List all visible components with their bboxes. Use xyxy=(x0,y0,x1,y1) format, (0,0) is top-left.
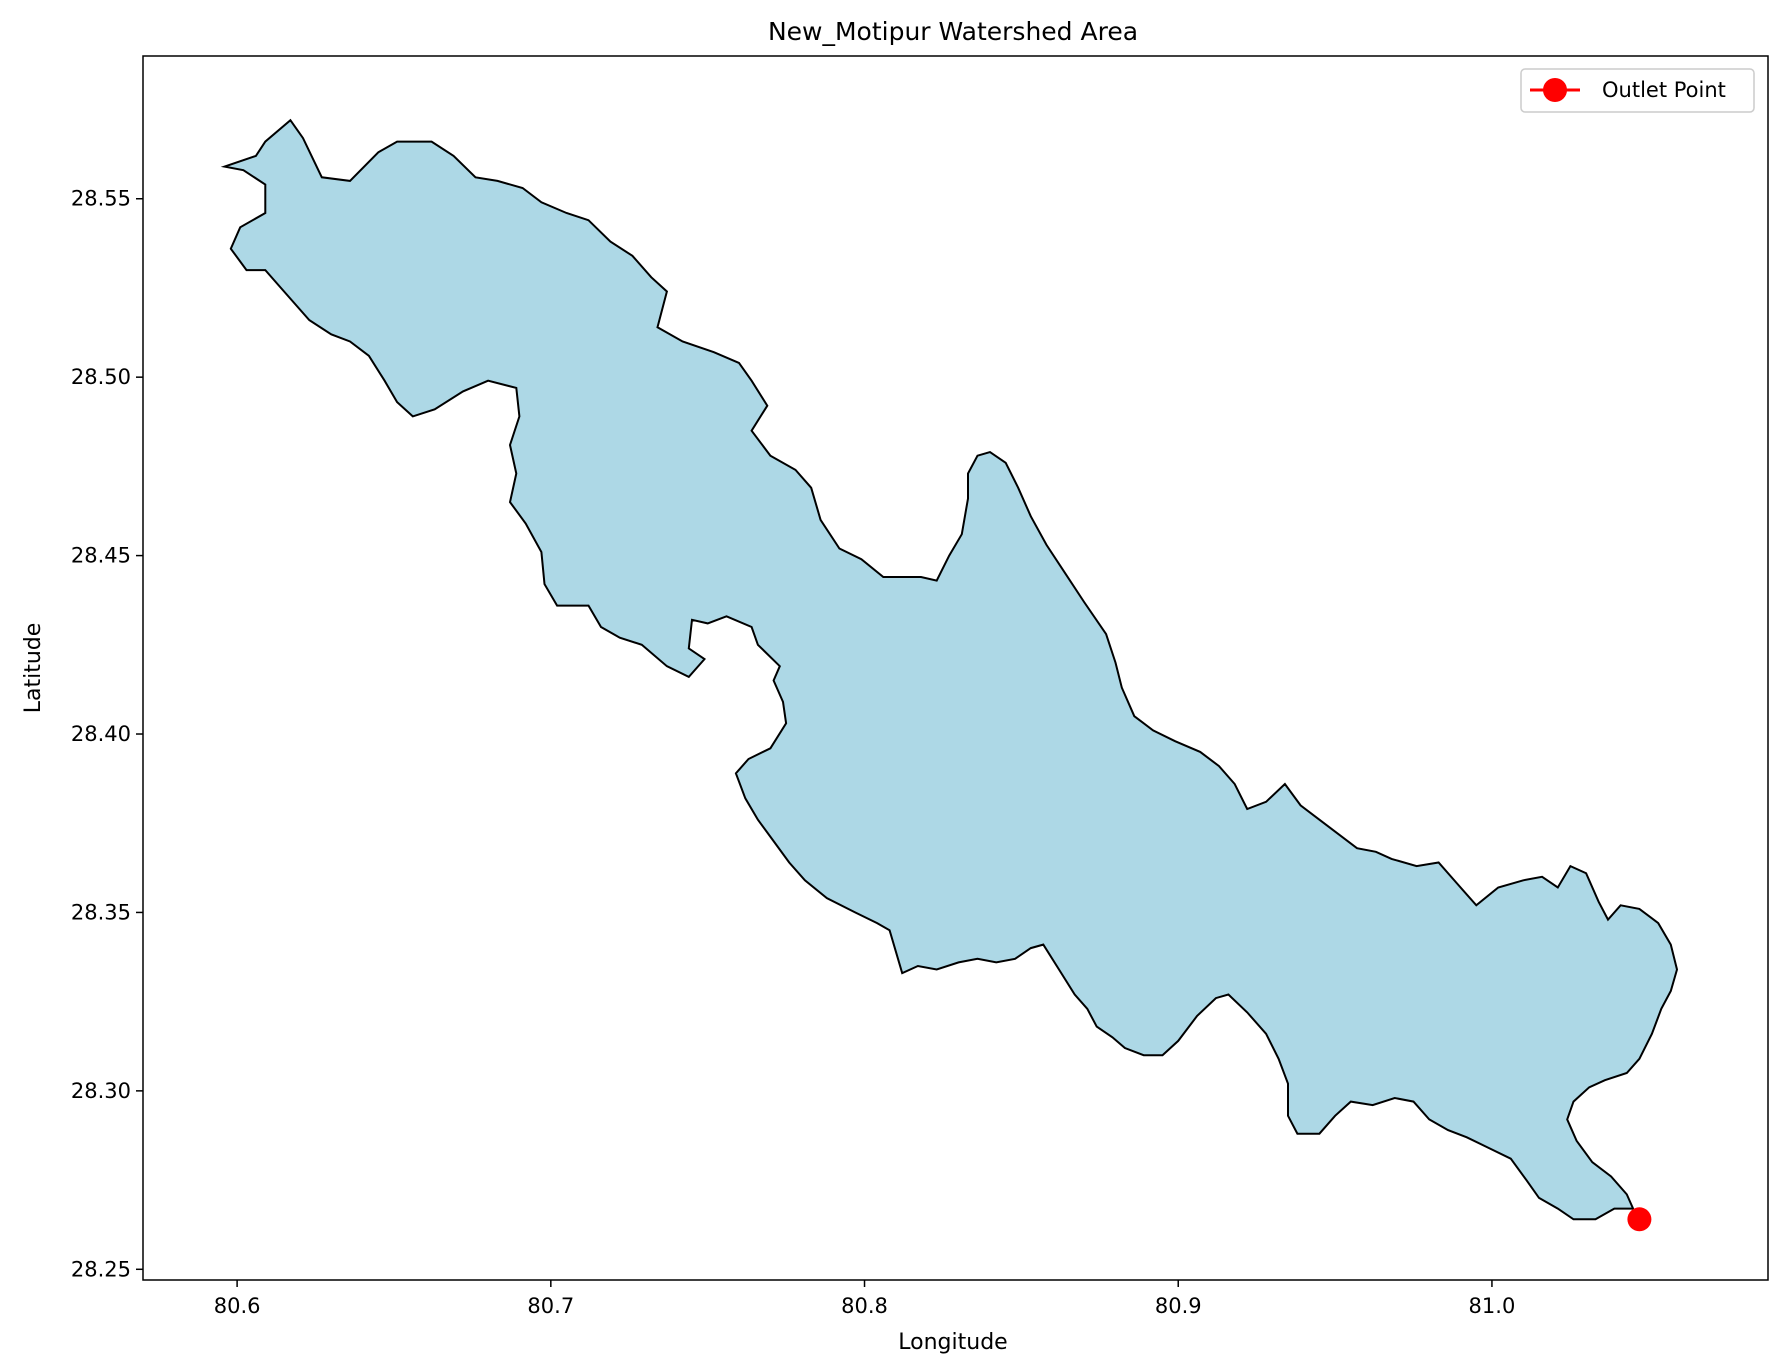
x-axis-label: Longitude xyxy=(898,1330,1007,1355)
chart-title: New_Motipur Watershed Area xyxy=(768,17,1138,46)
y-tick-label: 28.30 xyxy=(71,1079,131,1103)
y-tick-label: 28.50 xyxy=(71,365,131,389)
legend: Outlet Point xyxy=(1520,68,1755,113)
x-tick-label: 81.0 xyxy=(1469,1294,1516,1318)
y-tick-label: 28.45 xyxy=(71,544,131,568)
plot-frame xyxy=(142,55,1769,1281)
y-tick-label: 28.35 xyxy=(71,900,131,924)
x-tick-label: 80.6 xyxy=(214,1294,261,1318)
y-tick-label: 28.55 xyxy=(71,187,131,211)
watershed-polygon xyxy=(220,118,1679,1221)
y-axis-ticks: 28.25 28.30 28.35 28.40 28.45 28.50 28.55 xyxy=(71,187,143,1281)
y-tick-label: 28.40 xyxy=(71,722,131,746)
legend-outlet-marker xyxy=(1543,78,1567,102)
y-tick-label: 28.25 xyxy=(71,1257,131,1281)
legend-box xyxy=(1520,68,1755,113)
outlet-point xyxy=(1627,1207,1652,1232)
plot-area xyxy=(142,55,1769,1281)
y-axis-label: Latitude xyxy=(21,623,46,714)
x-tick-label: 80.9 xyxy=(1155,1294,1202,1318)
x-axis-ticks: 80.6 80.7 80.8 80.9 81.0 xyxy=(214,1280,1516,1318)
legend-outlet-label: Outlet Point xyxy=(1602,78,1726,102)
x-tick-label: 80.7 xyxy=(527,1294,574,1318)
x-tick-label: 80.8 xyxy=(841,1294,888,1318)
